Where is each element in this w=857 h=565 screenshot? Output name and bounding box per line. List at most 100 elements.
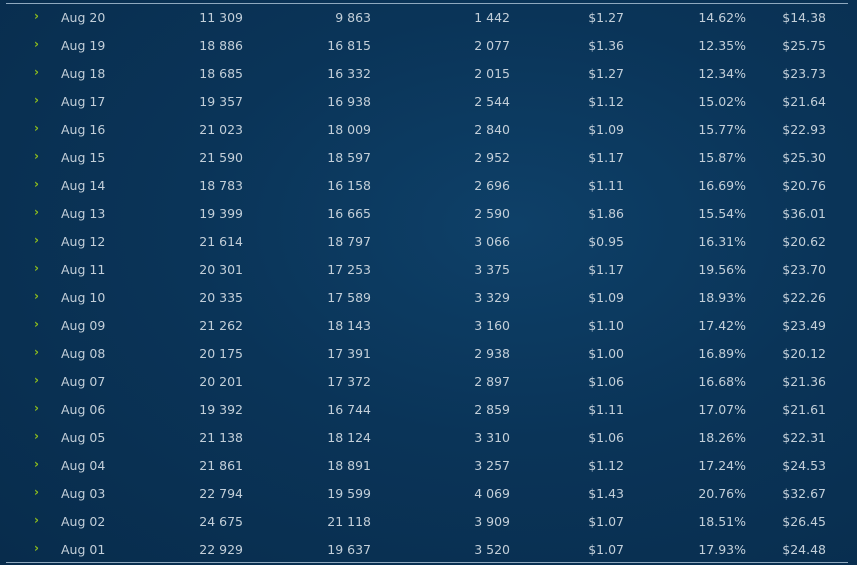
cell-c4: $1.09	[588, 122, 624, 137]
chevron-right-icon[interactable]: ›	[34, 345, 39, 359]
cell-c1: 18 685	[199, 66, 243, 81]
cell-c5: 17.07%	[698, 402, 746, 417]
cell-c5: 17.24%	[698, 458, 746, 473]
table-row[interactable]: › Aug 01 22 929 19 637 3 520 $1.07 17.93% $24.4…	[0, 535, 857, 563]
chevron-right-icon[interactable]: ›	[34, 541, 39, 555]
cell-c6: $36.01	[782, 206, 826, 221]
chevron-right-icon[interactable]: ›	[34, 205, 39, 219]
cell-c3: 3 909	[474, 514, 510, 529]
cell-c2: 18 797	[327, 234, 371, 249]
cell-c2: 16 332	[327, 66, 371, 81]
cell-c3: 2 952	[474, 150, 510, 165]
row-date: Aug 17	[61, 94, 106, 109]
cell-c5: 18.26%	[698, 430, 746, 445]
table-row[interactable]: › Aug 07 20 201 17 372 2 897 $1.06 16.68% $21.3…	[0, 367, 857, 395]
table-row[interactable]: › Aug 19 18 886 16 815 2 077 $1.36 12.35% $25.7…	[0, 31, 857, 59]
chevron-right-icon[interactable]: ›	[34, 401, 39, 415]
cell-c6: $21.36	[782, 374, 826, 389]
table-row[interactable]: › Aug 13 19 399 16 665 2 590 $1.86 15.54% $36.0…	[0, 199, 857, 227]
row-date: Aug 11	[61, 262, 106, 277]
cell-c4: $1.07	[588, 542, 624, 557]
cell-c2: 16 815	[327, 38, 371, 53]
cell-c3: 2 015	[474, 66, 510, 81]
cell-c4: $1.12	[588, 94, 624, 109]
row-date: Aug 12	[61, 234, 106, 249]
table-row[interactable]: › Aug 09 21 262 18 143 3 160 $1.10 17.42% $23.4…	[0, 311, 857, 339]
daily-stats-table: › Aug 20 11 309 9 863 1 442 $1.27 14.62% $14.38…	[0, 3, 857, 563]
cell-c3: 2 840	[474, 122, 510, 137]
cell-c5: 15.54%	[698, 206, 746, 221]
cell-c6: $14.38	[782, 10, 826, 25]
table-bottom-divider	[6, 562, 848, 563]
table-row[interactable]: › Aug 12 21 614 18 797 3 066 $0.95 16.31% $20.6…	[0, 227, 857, 255]
chevron-right-icon[interactable]: ›	[34, 513, 39, 527]
table-row[interactable]: › Aug 02 24 675 21 118 3 909 $1.07 18.51% $26.4…	[0, 507, 857, 535]
row-date: Aug 01	[61, 542, 106, 557]
chevron-right-icon[interactable]: ›	[34, 177, 39, 191]
cell-c6: $23.49	[782, 318, 826, 333]
table-row[interactable]: › Aug 16 21 023 18 009 2 840 $1.09 15.77% $22.9…	[0, 115, 857, 143]
cell-c4: $1.09	[588, 290, 624, 305]
table-row[interactable]: › Aug 20 11 309 9 863 1 442 $1.27 14.62% $14.38	[0, 3, 857, 31]
chevron-right-icon[interactable]: ›	[34, 65, 39, 79]
row-date: Aug 19	[61, 38, 106, 53]
cell-c1: 21 262	[199, 318, 243, 333]
cell-c5: 12.34%	[698, 66, 746, 81]
chevron-right-icon[interactable]: ›	[34, 485, 39, 499]
table-row[interactable]: › Aug 17 19 357 16 938 2 544 $1.12 15.02% $21.6…	[0, 87, 857, 115]
table-row[interactable]: › Aug 05 21 138 18 124 3 310 $1.06 18.26% $22.3…	[0, 423, 857, 451]
cell-c1: 11 309	[199, 10, 243, 25]
cell-c5: 15.02%	[698, 94, 746, 109]
chevron-right-icon[interactable]: ›	[34, 121, 39, 135]
table-row[interactable]: › Aug 18 18 685 16 332 2 015 $1.27 12.34% $23.7…	[0, 59, 857, 87]
table-row[interactable]: › Aug 04 21 861 18 891 3 257 $1.12 17.24% $24.5…	[0, 451, 857, 479]
table-row[interactable]: › Aug 14 18 783 16 158 2 696 $1.11 16.69% $20.7…	[0, 171, 857, 199]
cell-c3: 2 696	[474, 178, 510, 193]
cell-c2: 18 124	[327, 430, 371, 445]
cell-c6: $22.31	[782, 430, 826, 445]
row-date: Aug 13	[61, 206, 106, 221]
table-row[interactable]: › Aug 03 22 794 19 599 4 069 $1.43 20.76% $32.6…	[0, 479, 857, 507]
cell-c5: 14.62%	[698, 10, 746, 25]
cell-c5: 16.89%	[698, 346, 746, 361]
cell-c3: 2 897	[474, 374, 510, 389]
chevron-right-icon[interactable]: ›	[34, 233, 39, 247]
cell-c5: 17.42%	[698, 318, 746, 333]
table-row[interactable]: › Aug 15 21 590 18 597 2 952 $1.17 15.87% $25.3…	[0, 143, 857, 171]
chevron-right-icon[interactable]: ›	[34, 9, 39, 23]
cell-c6: $23.70	[782, 262, 826, 277]
chevron-right-icon[interactable]: ›	[34, 37, 39, 51]
cell-c6: $25.75	[782, 38, 826, 53]
cell-c3: 3 329	[474, 290, 510, 305]
cell-c4: $1.27	[588, 10, 624, 25]
cell-c1: 19 399	[199, 206, 243, 221]
chevron-right-icon[interactable]: ›	[34, 429, 39, 443]
row-date: Aug 20	[61, 10, 106, 25]
cell-c5: 17.93%	[698, 542, 746, 557]
chevron-right-icon[interactable]: ›	[34, 261, 39, 275]
table-row[interactable]: › Aug 08 20 175 17 391 2 938 $1.00 16.89% $20.1…	[0, 339, 857, 367]
chevron-right-icon[interactable]: ›	[34, 93, 39, 107]
chevron-right-icon[interactable]: ›	[34, 373, 39, 387]
chevron-right-icon[interactable]: ›	[34, 317, 39, 331]
table-row[interactable]: › Aug 11 20 301 17 253 3 375 $1.17 19.56% $23.7…	[0, 255, 857, 283]
cell-c4: $1.43	[588, 486, 624, 501]
cell-c3: 3 160	[474, 318, 510, 333]
cell-c1: 18 886	[199, 38, 243, 53]
cell-c3: 3 310	[474, 430, 510, 445]
chevron-right-icon[interactable]: ›	[34, 289, 39, 303]
cell-c3: 3 520	[474, 542, 510, 557]
chevron-right-icon[interactable]: ›	[34, 457, 39, 471]
table-row[interactable]: › Aug 10 20 335 17 589 3 329 $1.09 18.93% $22.2…	[0, 283, 857, 311]
cell-c5: 16.69%	[698, 178, 746, 193]
cell-c6: $24.48	[782, 542, 826, 557]
cell-c3: 1 442	[474, 10, 510, 25]
cell-c2: 16 158	[327, 178, 371, 193]
table-row[interactable]: › Aug 06 19 392 16 744 2 859 $1.11 17.07% $21.6…	[0, 395, 857, 423]
chevron-right-icon[interactable]: ›	[34, 149, 39, 163]
cell-c6: $32.67	[782, 486, 826, 501]
cell-c2: 17 589	[327, 290, 371, 305]
cell-c1: 24 675	[199, 514, 243, 529]
cell-c2: 16 938	[327, 94, 371, 109]
cell-c2: 18 009	[327, 122, 371, 137]
